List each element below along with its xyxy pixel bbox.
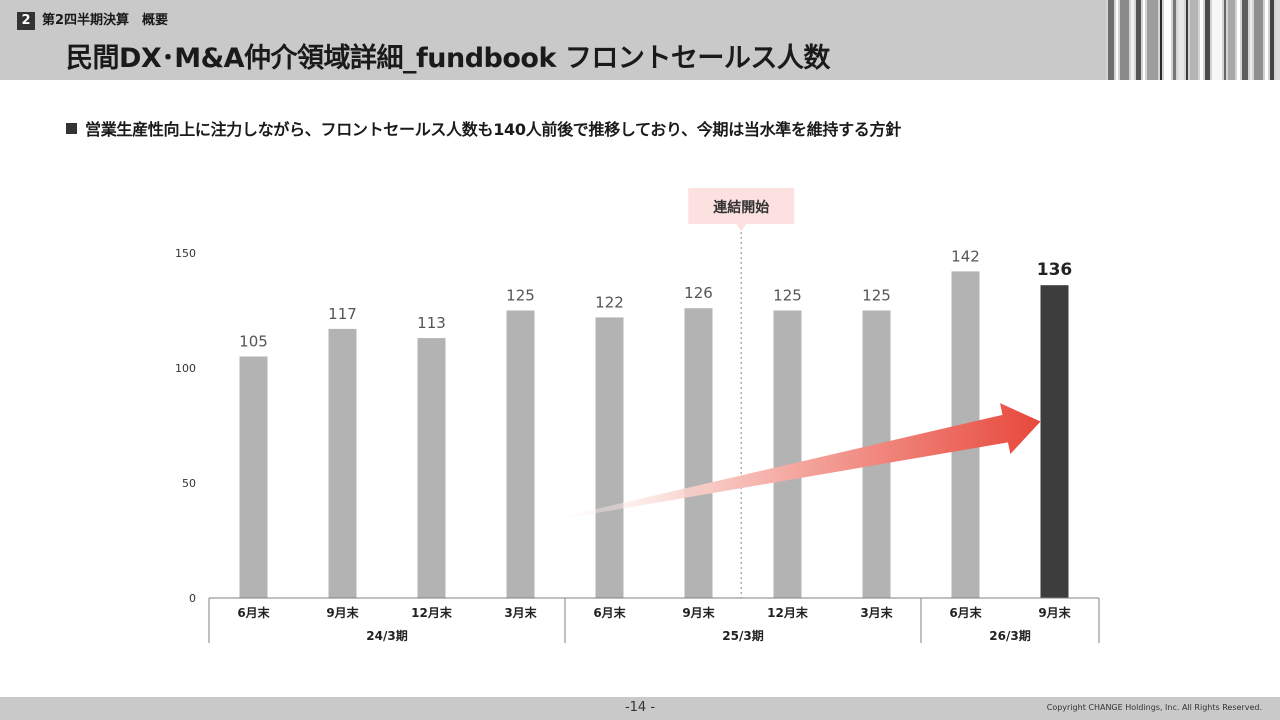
x-tick-label-5: 6月末 <box>593 605 626 620</box>
callout-pointer <box>736 224 747 231</box>
bar-value-label-8: 125 <box>862 287 891 305</box>
section-label: 第2四半期決算 概要 <box>42 13 169 28</box>
x-tick-label-7: 12月末 <box>767 605 809 620</box>
bar-2 <box>328 328 357 598</box>
bar-value-label-6: 126 <box>684 284 713 302</box>
bar-6 <box>684 308 713 598</box>
bar-value-label-4: 125 <box>506 287 535 305</box>
bar-value-label-5: 122 <box>595 293 624 311</box>
bar-7 <box>773 310 802 598</box>
lead-statement: 営業生産性向上に注力しながら、フロントセールス人数も140人前後で推移しており、… <box>66 116 901 140</box>
x-tick-label-8: 3月末 <box>860 605 893 620</box>
y-tick-label-100: 100 <box>175 362 196 375</box>
y-tick-label-0: 0 <box>189 592 196 605</box>
bar-1 <box>239 356 268 598</box>
bar-value-label-7: 125 <box>773 287 802 305</box>
group-label-2: 25/3期 <box>722 628 763 643</box>
consolidation-callout-box <box>688 188 795 224</box>
bar-value-label-2: 117 <box>328 305 357 323</box>
lead-text: 営業生産性向上に注力しながら、フロントセールス人数も140人前後で推移しており、… <box>85 120 901 139</box>
x-tick-label-4: 3月末 <box>504 605 537 620</box>
footer-bar: -14 - Copyright CHANGE Holdings, Inc. Al… <box>0 697 1280 720</box>
x-tick-label-2: 9月末 <box>326 605 359 620</box>
copyright-notice: Copyright CHANGE Holdings, Inc. All Righ… <box>1046 703 1262 712</box>
bar-5 <box>595 317 624 598</box>
y-tick-label-50: 50 <box>182 477 196 490</box>
x-tick-label-3: 12月末 <box>411 605 453 620</box>
x-tick-label-10: 9月末 <box>1038 605 1071 620</box>
y-tick-label-150: 150 <box>175 247 196 260</box>
x-tick-label-1: 6月末 <box>237 605 270 620</box>
group-label-3: 26/3期 <box>989 628 1030 643</box>
bar-10 <box>1040 285 1069 598</box>
bullet-square-icon <box>66 123 77 134</box>
bar-value-label-9: 142 <box>951 247 980 265</box>
page-title: 民間DX･M&A仲介領域詳細_fundbook フロントセールス人数 <box>66 43 830 74</box>
x-tick-label-9: 6月末 <box>949 605 982 620</box>
header-bar: 2 第2四半期決算 概要 民間DX･M&A仲介領域詳細_fundbook フロン… <box>0 0 1280 80</box>
page-number: -14 - <box>624 700 656 715</box>
bar-4 <box>506 310 535 598</box>
group-label-1: 24/3期 <box>366 628 407 643</box>
consolidation-callout-label: 連結開始 <box>713 199 769 216</box>
bar-value-label-3: 113 <box>417 314 446 332</box>
bar-3 <box>417 338 446 598</box>
x-tick-label-6: 9月末 <box>682 605 715 620</box>
barcode-decoration <box>1106 0 1280 80</box>
section-number-badge: 2 <box>17 12 35 30</box>
bar-value-label-10: 136 <box>1037 260 1073 280</box>
bar-value-label-1: 105 <box>239 333 268 351</box>
